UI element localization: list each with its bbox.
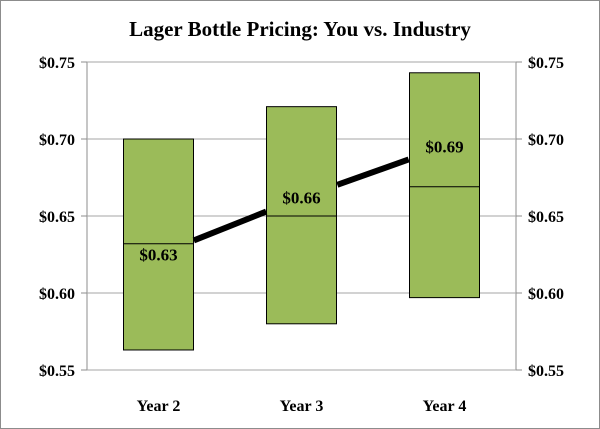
x-tick-label: Year 2	[137, 398, 181, 415]
data-label: $0.69	[425, 138, 463, 157]
data-label: $0.66	[282, 189, 320, 208]
y-tick-label-right: $0.55	[528, 363, 564, 380]
price-line	[192, 156, 410, 244]
range-box	[266, 106, 337, 325]
x-tick-label: Year 4	[423, 398, 467, 415]
y-axis-left: $0.75 $0.70 $0.65 $0.60 $0.55	[39, 55, 87, 380]
x-axis: Year 2 Year 3 Year 4	[137, 398, 467, 415]
price-line-segment	[336, 156, 410, 188]
data-label: $0.63	[139, 246, 177, 265]
y-tick-label-left: $0.55	[39, 363, 75, 380]
range-box	[123, 138, 194, 351]
y-axis-right: $0.75 $0.70 $0.65 $0.60 $0.55	[516, 55, 564, 380]
chart-title: Lager Bottle Pricing: You vs. Industry	[129, 17, 471, 41]
y-tick-label-right: $0.75	[528, 55, 564, 72]
y-tick-label-right: $0.60	[528, 286, 564, 303]
range-box	[409, 72, 480, 299]
price-line-segment	[192, 208, 268, 244]
y-tick-label-left: $0.75	[39, 55, 75, 72]
data-labels: $0.63 $0.66 $0.69	[139, 138, 463, 265]
y-tick-label-right: $0.65	[528, 209, 564, 226]
y-tick-label-left: $0.70	[39, 132, 75, 149]
y-tick-label-left: $0.60	[39, 286, 75, 303]
y-tick-label-left: $0.65	[39, 209, 75, 226]
range-boxes	[123, 72, 480, 351]
x-tick-label: Year 3	[280, 398, 324, 415]
y-tick-label-right: $0.70	[528, 132, 564, 149]
